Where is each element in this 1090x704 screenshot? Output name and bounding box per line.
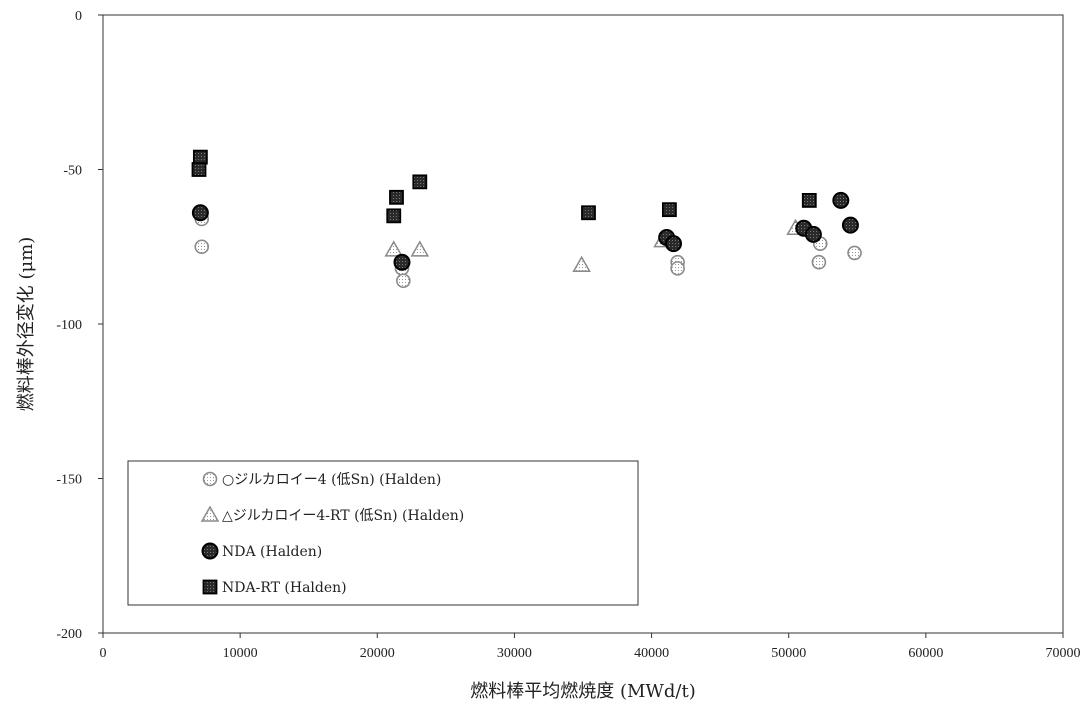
data-point-filled-square <box>192 149 208 165</box>
x-tick-label: 50000 <box>771 646 806 661</box>
legend-marker-open-circle <box>202 471 218 487</box>
y-tick-label: 0 <box>75 9 82 24</box>
x-tick-label: 70000 <box>1046 646 1081 661</box>
data-point-filled-square <box>801 192 817 208</box>
legend-marker-open-triangle <box>200 505 220 522</box>
data-point-filled-circle <box>665 235 683 253</box>
legend-label: NDA-RT (Halden) <box>222 580 347 596</box>
data-point-filled-circle <box>841 216 859 234</box>
data-point-filled-square <box>389 189 404 205</box>
x-tick-label: 0 <box>100 646 107 661</box>
legend-marker-filled-square <box>202 579 218 595</box>
data-point-filled-square <box>386 208 402 224</box>
data-point-open-circle <box>194 239 210 255</box>
data-point-open-circle <box>670 261 685 276</box>
x-tick-label: 20000 <box>360 646 395 661</box>
data-point-open-circle <box>847 245 862 261</box>
data-point-open-triangle <box>572 255 591 273</box>
y-tick-label: -200 <box>56 627 82 642</box>
x-tick-label: 60000 <box>908 646 943 661</box>
data-point-filled-square <box>662 202 677 218</box>
y-axis-label: 燃料棒外径変化 (μm) <box>16 237 37 412</box>
x-axis-label: 燃料棒平均燃焼度 (MWd/t) <box>470 681 696 702</box>
x-tick-label: 30000 <box>497 646 532 661</box>
y-tick-label: -100 <box>56 318 82 333</box>
legend-label: NDA (Halden) <box>222 544 322 560</box>
x-tick-label: 10000 <box>223 646 258 661</box>
x-axis-ticks: 0 10000 20000 30000 40000 50000 60000 70000 <box>100 633 1081 661</box>
data-point-open-circle <box>811 254 827 270</box>
legend-label: △ジルカロイー4-RT (低Sn) (Halden) <box>222 508 464 524</box>
data-point-open-triangle <box>410 240 430 257</box>
data-points <box>191 149 862 289</box>
legend-marker-filled-circle <box>201 542 219 560</box>
data-point-open-triangle <box>384 240 404 257</box>
data-point-filled-square <box>581 205 596 221</box>
data-point-open-circle <box>396 273 411 289</box>
x-tick-label: 40000 <box>634 646 669 661</box>
data-point-filled-square <box>412 174 428 190</box>
legend: ○ジルカロイー4 (低Sn) (Halden) △ジルカロイー4-RT (低Sn)… <box>127 460 639 606</box>
data-point-filled-circle <box>191 204 209 222</box>
data-point-filled-circle <box>804 225 822 243</box>
data-point-filled-circle <box>832 191 850 209</box>
y-axis-ticks: 0 -50 -100 -150 -200 <box>56 9 103 642</box>
legend-label: ○ジルカロイー4 (低Sn) (Halden) <box>222 472 441 488</box>
data-point-filled-square <box>191 162 207 177</box>
y-tick-label: -150 <box>56 473 82 488</box>
data-point-filled-circle <box>393 253 411 271</box>
y-tick-label: -50 <box>63 164 82 179</box>
